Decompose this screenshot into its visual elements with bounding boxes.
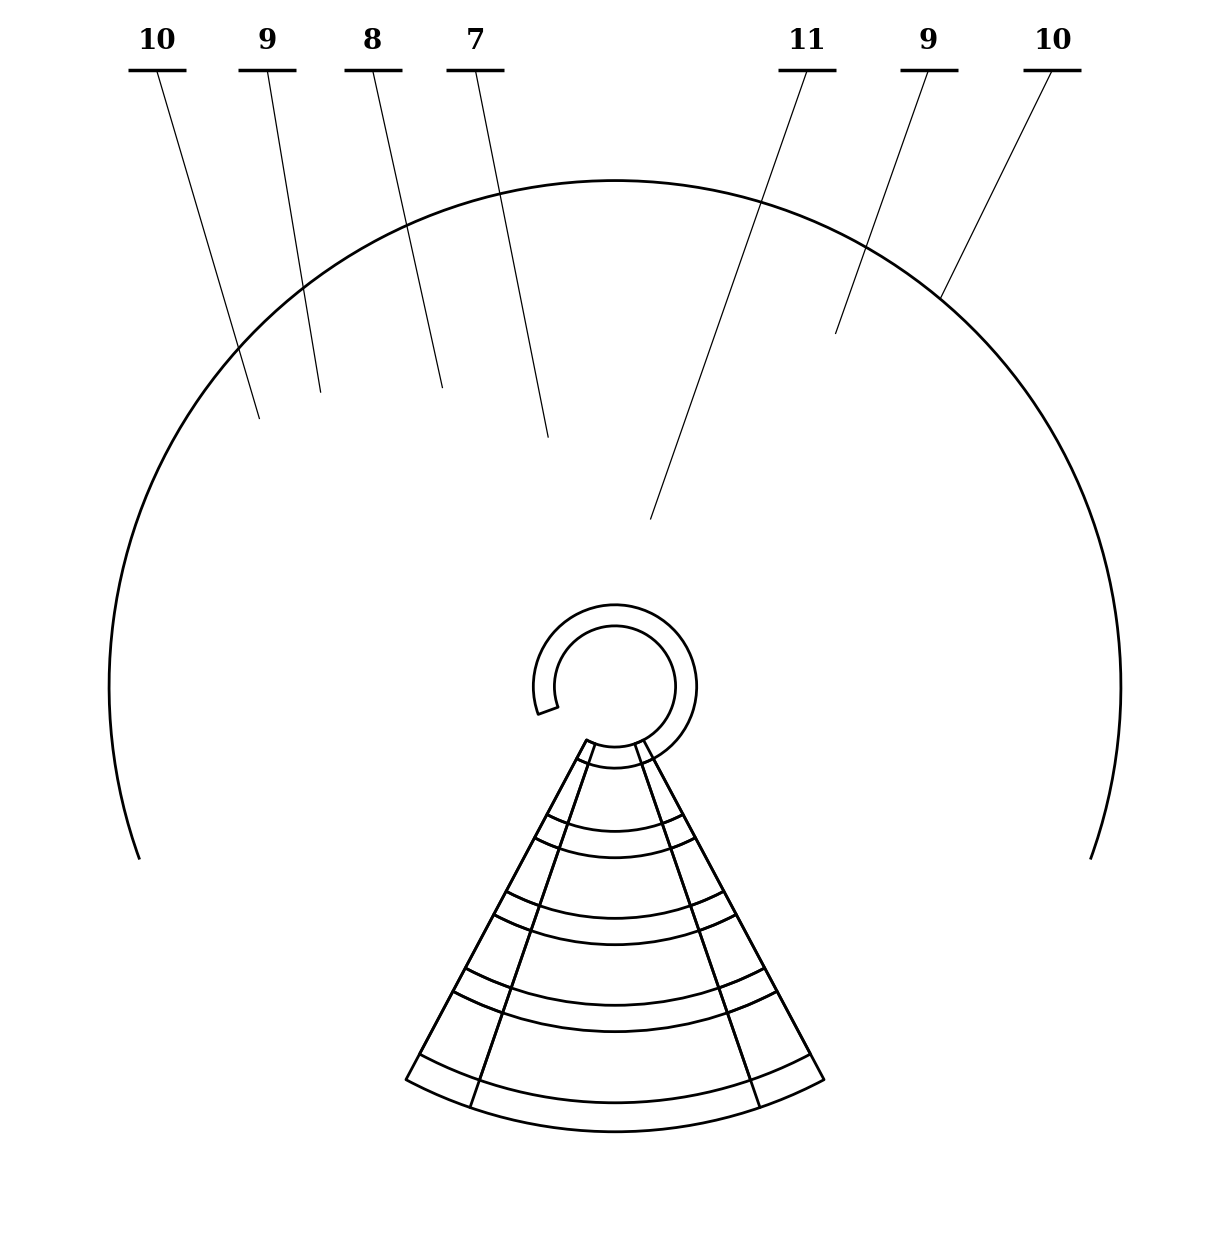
Text: 11: 11 — [788, 28, 827, 55]
Text: 10: 10 — [1033, 28, 1071, 55]
Text: 8: 8 — [363, 28, 383, 55]
Text: 9: 9 — [257, 28, 277, 55]
Text: 10: 10 — [138, 28, 176, 55]
Text: 9: 9 — [919, 28, 938, 55]
Text: 7: 7 — [466, 28, 485, 55]
